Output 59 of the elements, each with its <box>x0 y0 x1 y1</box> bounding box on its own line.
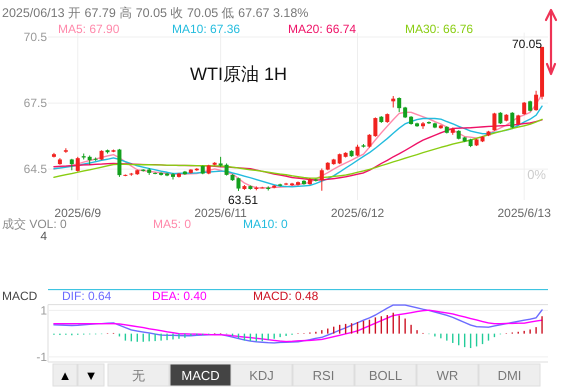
candlestick <box>385 112 390 124</box>
button: DMI <box>478 364 540 386</box>
candlestick <box>206 164 211 175</box>
candlestick <box>218 156 223 168</box>
text: MA10: 67.36 <box>172 22 240 36</box>
candlestick <box>510 112 514 129</box>
candlestick <box>492 112 496 132</box>
button: BOLL <box>354 364 416 386</box>
button: 无 <box>108 364 170 386</box>
candlestick <box>456 130 461 140</box>
text: MA30: 66.76 <box>405 22 474 36</box>
candlestick <box>70 158 74 171</box>
candlestick <box>534 90 538 112</box>
x-tick-label: 2025/6/13 <box>497 206 552 220</box>
y-tick-label: 70.5 <box>24 30 48 44</box>
candlestick <box>367 134 372 148</box>
button: KDJ <box>230 364 292 386</box>
candlestick <box>356 144 360 157</box>
text: MA5: 0 <box>153 217 192 231</box>
y-tick-label: 67.5 <box>24 96 48 110</box>
candlestick <box>338 153 342 165</box>
y-tick-label: 64.5 <box>24 162 48 176</box>
candlestick <box>403 106 408 119</box>
x-tick-label: 2025/6/9 <box>54 206 102 220</box>
text: MA5: 67.90 <box>58 22 120 36</box>
button: RSI <box>292 364 354 386</box>
button: MACD <box>170 364 232 386</box>
text: DEA: 0.40 <box>152 289 208 303</box>
candlestick <box>100 150 104 161</box>
text: MA20: 66.74 <box>288 22 356 36</box>
annotation: 63.51 <box>228 193 258 207</box>
candlestick <box>76 156 80 172</box>
candlestick <box>522 101 526 116</box>
text: MA10: 0 <box>243 217 288 231</box>
candlestick <box>236 177 240 192</box>
candlestick <box>224 162 229 176</box>
y-tick-label: -1 <box>36 350 48 364</box>
x-tick-label: 2025/6/11 <box>194 206 248 220</box>
button: WR <box>416 364 478 386</box>
text: 2025/06/13 开 67.79 高 70.05 收 70.05 低 67.67 3.18% <box>2 5 308 20</box>
text: 4 <box>40 229 48 243</box>
text: WTI原油 1H <box>190 64 287 84</box>
candlestick <box>373 116 378 138</box>
candlestick <box>320 168 324 192</box>
button: ▲ <box>52 364 78 386</box>
candlestick <box>391 96 396 108</box>
candlestick <box>397 96 402 113</box>
annotation: 70.05 <box>512 37 542 51</box>
text: 成交 VOL: 0 <box>2 217 68 231</box>
chart-title: MACD <box>2 289 38 303</box>
button: ▼ <box>78 364 104 386</box>
candlestick <box>516 114 520 126</box>
text: MACD: 0.48 <box>253 289 319 303</box>
candlestick <box>528 100 532 112</box>
series-label: DIF: 0.64 <box>62 289 112 303</box>
candlestick <box>88 155 92 166</box>
x-tick-label: 2025/6/12 <box>330 206 385 220</box>
y-tick-label: 1 <box>40 303 48 318</box>
candlestick <box>498 112 502 125</box>
